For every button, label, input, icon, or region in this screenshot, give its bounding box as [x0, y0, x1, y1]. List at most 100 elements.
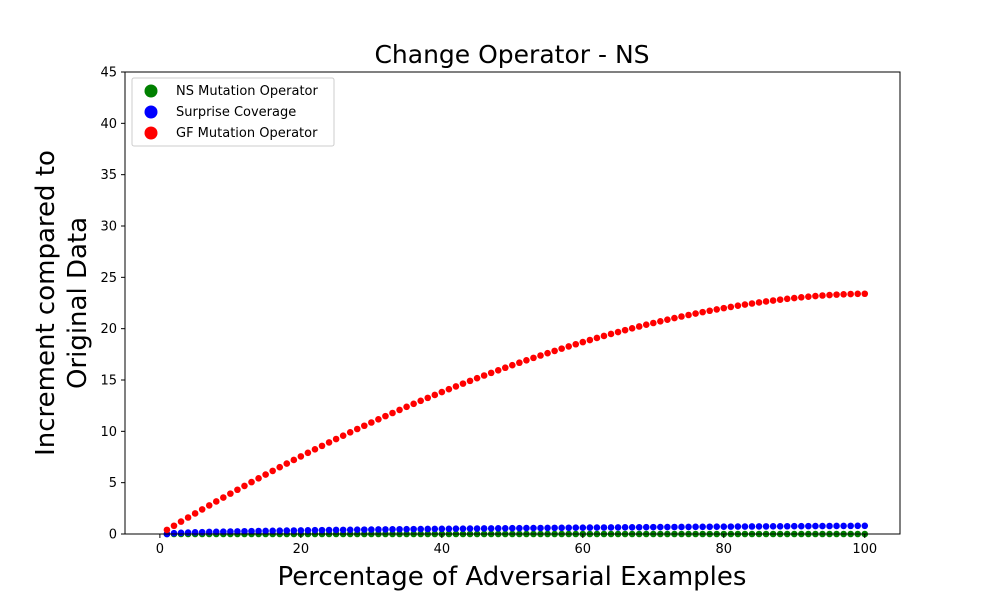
point-series-1 [417, 525, 424, 533]
point-series-1 [431, 525, 439, 533]
point-series-2 [805, 293, 812, 300]
point-series-1 [509, 524, 516, 532]
point-series-2 [487, 369, 495, 377]
point-series-2 [790, 294, 798, 302]
point-series-1 [452, 525, 460, 533]
point-series-2 [241, 482, 248, 490]
point-series-2 [572, 340, 580, 348]
x-axis: 0 20 40 60 80 100 [156, 534, 877, 557]
point-series-1 [607, 524, 615, 531]
y-tick-label: 0 [109, 528, 117, 543]
point-series-1 [318, 526, 326, 534]
point-series-1 [269, 527, 276, 535]
point-series-2 [642, 321, 650, 329]
point-series-1 [537, 524, 544, 532]
point-series-1 [184, 529, 192, 536]
y-axis-label-line-2: Original Data [63, 217, 93, 389]
point-series-2 [713, 306, 721, 313]
point-series-1 [635, 523, 643, 531]
legend: NS Mutation Operator Surprise Coverage G… [131, 77, 335, 147]
point-series-1 [241, 527, 248, 535]
point-series-1 [227, 528, 234, 535]
point-series-1 [220, 528, 227, 535]
y-tick-label: 45 [100, 66, 117, 81]
point-series-2 [551, 347, 558, 355]
point-series-2 [607, 330, 615, 338]
point-series-2 [614, 328, 622, 336]
point-series-2 [346, 429, 354, 436]
point-series-2 [494, 366, 502, 374]
point-series-2 [325, 439, 333, 446]
point-series-2 [227, 490, 234, 497]
y-tick-label: 30 [100, 220, 117, 235]
point-series-2 [403, 403, 410, 411]
point-series-2 [593, 334, 601, 342]
y-tick-label: 5 [109, 476, 117, 491]
point-series-1 [290, 527, 298, 534]
point-series-1 [579, 524, 587, 531]
point-series-2 [466, 377, 474, 385]
legend-marker-gf [144, 126, 158, 140]
point-series-1 [516, 524, 523, 532]
point-series-1 [170, 529, 178, 537]
point-series-2 [565, 343, 573, 350]
point-series-1 [346, 526, 354, 534]
point-series-1 [248, 527, 255, 535]
point-series-2 [537, 352, 544, 359]
point-series-1 [699, 523, 706, 531]
point-series-2 [431, 391, 439, 399]
point-series-1 [572, 524, 580, 532]
point-series-1 [812, 522, 819, 530]
point-series-2 [678, 313, 685, 320]
point-series-1 [861, 522, 869, 530]
point-series-1 [614, 524, 622, 531]
point-series-2 [826, 291, 833, 299]
point-series-1 [424, 525, 432, 533]
point-series-1 [544, 524, 551, 532]
point-series-2 [783, 295, 791, 303]
point-series-1 [368, 526, 375, 533]
point-series-1 [283, 527, 291, 534]
point-series-1 [234, 528, 241, 535]
point-series-2 [516, 359, 523, 367]
point-series-2 [297, 453, 305, 460]
point-series-2 [812, 292, 819, 300]
legend-marker-ns [144, 84, 158, 98]
point-series-2 [368, 419, 375, 426]
x-tick-label: 0 [156, 542, 164, 557]
point-series-2 [579, 338, 587, 346]
point-series-2 [692, 310, 699, 317]
point-series-2 [861, 290, 869, 298]
point-series-2 [706, 307, 713, 315]
point-series-1 [382, 526, 389, 533]
point-series-2 [283, 460, 291, 467]
point-series-2 [212, 498, 220, 505]
point-series-2 [650, 319, 657, 327]
point-series-2 [509, 361, 516, 369]
point-series-1 [332, 526, 340, 534]
point-series-1 [565, 524, 573, 532]
point-series-2 [177, 518, 185, 525]
point-series-2 [424, 394, 432, 402]
point-series-1 [353, 526, 361, 534]
point-series-1 [692, 523, 699, 531]
point-series-1 [642, 523, 650, 531]
point-series-2 [389, 409, 396, 417]
y-tick-label: 40 [100, 117, 117, 132]
point-series-1 [600, 524, 608, 531]
point-series-2 [332, 435, 340, 443]
y-tick-label: 20 [100, 322, 117, 337]
y-tick-label: 15 [100, 374, 117, 389]
point-series-1 [706, 523, 713, 531]
point-series-2 [255, 475, 262, 482]
point-series-1 [523, 524, 530, 532]
point-series-2 [635, 323, 643, 330]
point-series-1 [833, 522, 840, 530]
point-series-1 [304, 527, 312, 534]
point-series-1 [783, 522, 791, 530]
point-series-2 [685, 311, 692, 319]
point-series-2 [657, 318, 664, 325]
point-series-2 [501, 364, 509, 372]
point-series-1 [530, 524, 537, 532]
